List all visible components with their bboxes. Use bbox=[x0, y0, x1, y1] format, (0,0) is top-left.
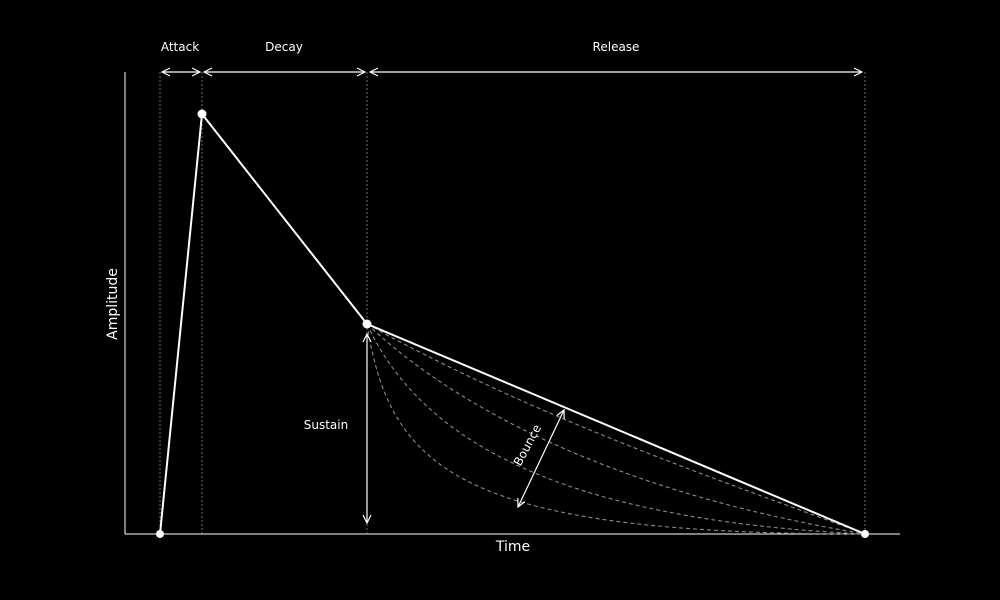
release-curve-4 bbox=[366, 323, 866, 535]
sustain-label: Sustain bbox=[304, 418, 348, 432]
release-label: Release bbox=[593, 40, 640, 54]
envelope-end-point bbox=[861, 530, 869, 538]
envelope-peak-point bbox=[197, 109, 207, 119]
release-curve-2 bbox=[366, 323, 866, 535]
envelope-line bbox=[159, 113, 866, 535]
envelope-sustain-point bbox=[362, 319, 372, 329]
envelope-start-point bbox=[156, 530, 164, 538]
y-axis-title: Amplitude bbox=[105, 268, 121, 340]
decay-label: Decay bbox=[265, 40, 303, 54]
attack-label: Attack bbox=[161, 40, 199, 54]
x-axis-title: Time bbox=[495, 539, 530, 555]
release-curve-3 bbox=[366, 323, 866, 535]
bounce-arrow bbox=[518, 410, 564, 507]
